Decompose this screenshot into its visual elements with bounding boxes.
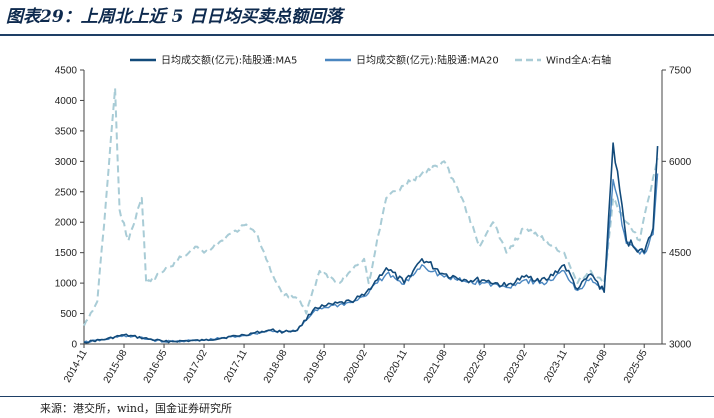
series-wind-a-line	[83, 87, 659, 327]
right-tick-label: 3000	[669, 340, 692, 351]
series-layer	[83, 87, 659, 344]
left-axis-ticks: 0 500 1000 1500 2000 2500 3000 3500 4000 4500	[55, 66, 84, 351]
x-tick-label: 2020-02	[342, 348, 370, 386]
left-tick-label: 1000	[55, 279, 78, 290]
x-tick-label: 2023-11	[542, 348, 570, 385]
x-tick-label: 2021-08	[422, 348, 450, 386]
left-tick-label: 3000	[55, 157, 78, 168]
left-tick-label: 2500	[55, 187, 78, 198]
right-tick-label: 7500	[669, 66, 692, 77]
x-tick-label: 2020-11	[382, 348, 410, 385]
left-tick-label: 3500	[55, 126, 78, 137]
x-tick-label: 2014-11	[62, 348, 90, 385]
x-tick-label: 2023-02	[502, 348, 530, 386]
right-tick-label: 4500	[669, 248, 692, 259]
legend-item-ma20-label: 日均成交额(亿元):陆股通:MA20	[356, 54, 499, 67]
series-ma5-line	[83, 142, 659, 344]
title-divider	[0, 34, 714, 36]
left-tick-label: 4500	[55, 66, 78, 77]
legend-item-wind-a-label: Wind全A:右轴	[546, 54, 611, 67]
x-tick-label: 2017-11	[222, 348, 250, 385]
x-tick-label: 2024-08	[582, 348, 610, 386]
legend: 日均成交额(亿元):陆股通:MA5 日均成交额(亿元):陆股通:MA20 Wind全…	[130, 54, 611, 67]
legend-item-ma5-label: 日均成交额(亿元):陆股通:MA5	[161, 54, 297, 67]
x-tick-label: 2016-05	[142, 348, 170, 386]
footer-divider	[0, 396, 714, 397]
left-tick-label: 500	[60, 309, 77, 320]
right-axis-ticks: 3000 4500 6000 7500	[662, 66, 692, 351]
x-tick-label: 2022-05	[462, 348, 490, 386]
left-tick-label: 0	[71, 340, 77, 351]
x-tick-label: 2015-08	[102, 348, 130, 386]
plot-frame	[83, 70, 663, 345]
x-tick-label: 2018-08	[262, 348, 290, 386]
right-tick-label: 6000	[669, 157, 692, 168]
page-title: 图表29：上周北上近 5 日日均买卖总额回落	[6, 7, 343, 27]
x-axis-ticks: 2014-11 2015-08 2016-05 2017-02 2017-11 2018-…	[62, 344, 650, 385]
left-tick-label: 1500	[55, 248, 78, 259]
x-tick-label: 2025-05	[622, 348, 650, 386]
source-note: 来源：港交所，wind，国金证券研究所	[40, 402, 233, 415]
x-tick-label: 2017-02	[182, 348, 210, 386]
left-tick-label: 2000	[55, 218, 78, 229]
left-tick-label: 4000	[55, 96, 78, 107]
x-tick-label: 2019-05	[302, 348, 330, 386]
series-ma20-line	[83, 173, 659, 343]
